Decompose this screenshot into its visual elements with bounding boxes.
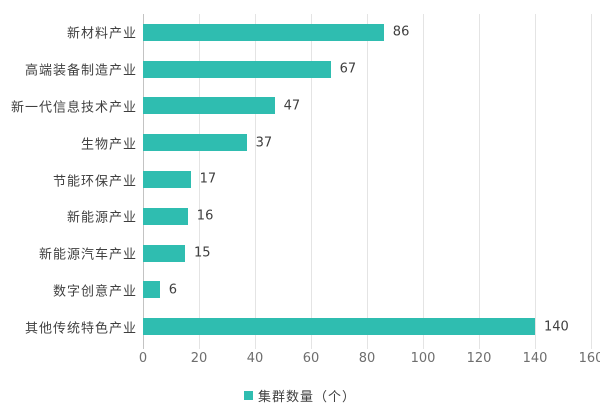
bar-row: 37 [143,124,591,161]
bar [143,207,188,225]
value-label: 86 [392,24,410,40]
x-tick-label: 40 [246,351,264,366]
bar [143,134,247,152]
bar [143,60,331,78]
value-label: 15 [194,245,211,261]
category-label: 数字创意产业 [52,284,137,300]
x-tick-label: 80 [358,351,376,366]
value-label: 16 [196,208,214,224]
bar [143,23,384,41]
bar-row: 15 [143,235,591,272]
value-label: 37 [255,135,273,151]
category-label: 其他传统特色产业 [24,321,137,337]
bar-row: 47 [143,88,591,125]
bar [143,281,160,299]
bar-row: 6 [143,271,591,308]
gridline [535,14,536,349]
value-label: 17 [199,171,217,187]
plot-area: 86 67 47 37 17 16 15 6 140 [143,14,592,349]
x-tick-label: 160 [578,351,600,366]
value-label: 6 [168,282,178,298]
category-label: 生物产业 [80,137,137,153]
x-tick-label: 100 [410,351,436,366]
x-tick-label: 20 [190,351,208,366]
gridline [367,14,368,349]
bar-row: 86 [143,14,591,51]
gridline [311,14,312,349]
gridline [591,14,592,349]
value-label: 47 [283,98,301,114]
category-label: 新能源产业 [66,210,137,226]
category-label: 节能环保产业 [52,174,137,189]
category-label: 新材料产业 [66,26,137,42]
bar [143,170,191,188]
legend-label: 集群数量（个） [257,390,356,405]
x-tick-label: 60 [302,351,320,366]
bar-row: 140 [143,308,591,345]
value-label: 140 [544,319,569,335]
category-label: 高端装备制造产业 [24,63,137,79]
category-label: 新一代信息技术产业 [10,100,137,116]
bar [143,244,185,262]
bar-row: 17 [143,161,591,198]
category-label: 新能源汽车产业 [38,247,137,263]
gridline [423,14,424,349]
bar-row: 16 [143,198,591,235]
gridline [255,14,256,349]
gridline [479,14,480,349]
x-tick-label: 0 [138,351,148,366]
bar [143,97,275,115]
bar-row: 67 [143,51,591,88]
x-tick-label: 120 [466,351,492,366]
x-tick-label: 140 [522,351,548,366]
legend-swatch-icon [243,391,253,400]
value-label: 67 [339,61,357,77]
gridline [199,14,200,349]
bar [143,318,535,336]
legend: 集群数量（个） [0,386,600,405]
